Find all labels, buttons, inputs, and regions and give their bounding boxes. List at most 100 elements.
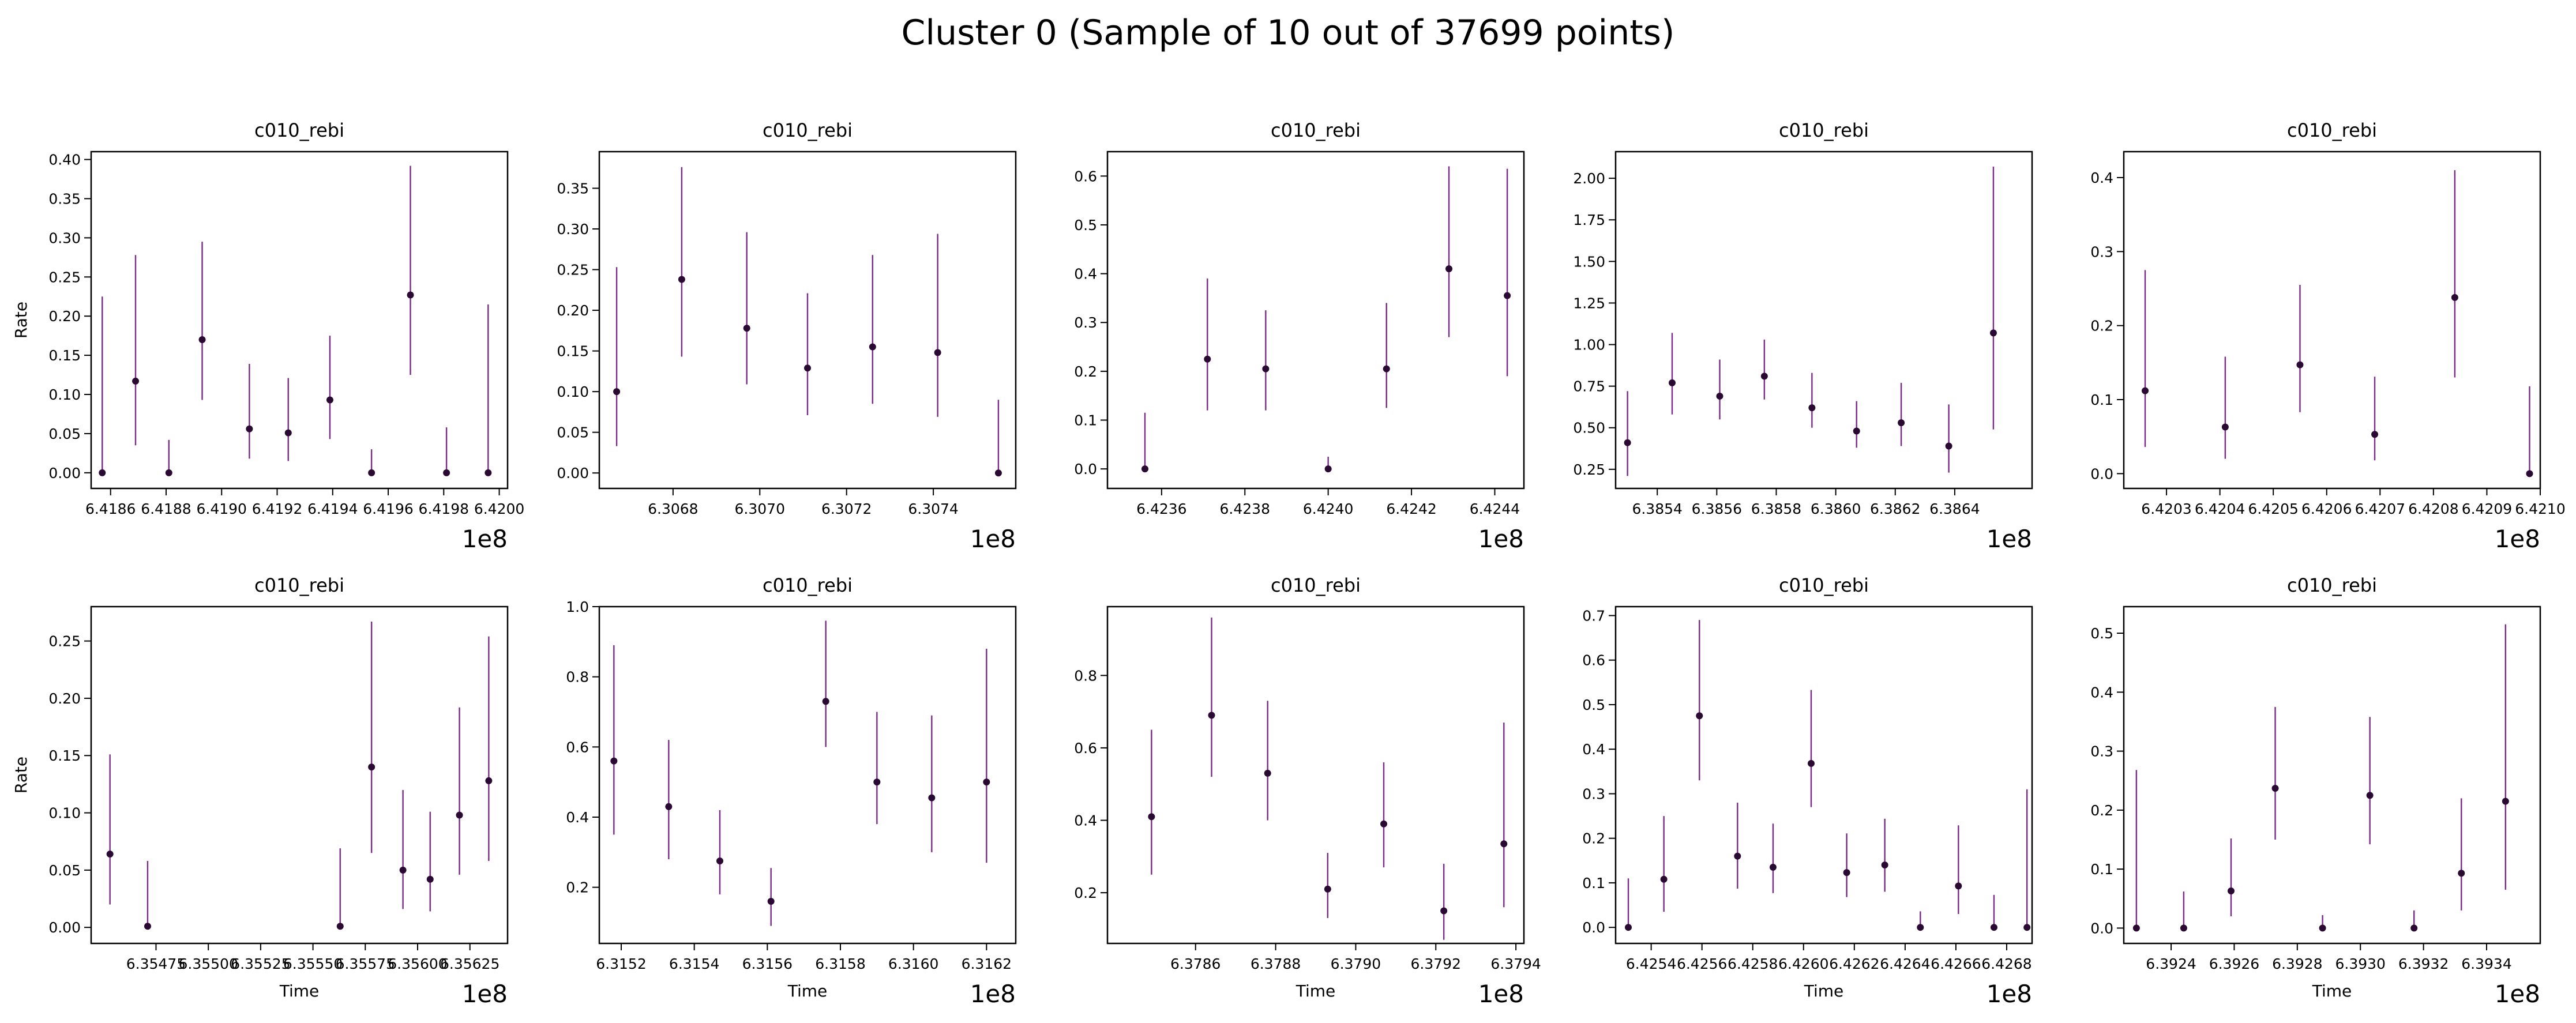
data-point — [1668, 379, 1676, 386]
plot-frame — [2123, 151, 2541, 490]
x-tick-label: 6.4262 — [1829, 956, 1879, 972]
y-tick-label: 0.2 — [566, 879, 589, 896]
x-axis-label: Time — [787, 981, 828, 1001]
y-tick-label: 0.4 — [1074, 266, 1097, 283]
x-tick-label: 6.35475 — [126, 956, 186, 972]
x-tick-label: 6.4206 — [2301, 501, 2352, 517]
y-tick-label: 0.30 — [48, 230, 81, 246]
x-tick-label: 6.3858 — [1751, 501, 1801, 517]
subplot-title: c010_rebi — [1271, 119, 1361, 141]
data-point — [99, 469, 106, 476]
x-tick-label: 6.35525 — [231, 956, 290, 972]
data-point — [743, 325, 750, 332]
y-tick-label: 0.05 — [48, 862, 81, 879]
subplot-6: c010_rebi 0.00 0.05 0.10 0.15 0.20 0.25 6.35475… — [12, 574, 509, 1008]
y-tick-label: 1.75 — [1573, 212, 1605, 228]
data-point — [1380, 820, 1388, 828]
plot-frame — [90, 605, 509, 945]
x-tick-label: 6.4210 — [2515, 501, 2565, 517]
x-tick-label: 6.4258 — [1728, 956, 1778, 972]
x-tick-label: 6.3792 — [1411, 956, 1461, 972]
x-tick-label: 6.35550 — [283, 956, 343, 972]
y-tick-label: 0.4 — [2090, 170, 2113, 186]
y-tick-label: 0.0 — [2090, 920, 2113, 937]
data-point — [869, 343, 876, 351]
x-tick-label: 6.4256 — [1677, 956, 1727, 972]
x-tick-label: 6.4208 — [2408, 501, 2458, 517]
x-tick-label: 6.3786 — [1170, 956, 1221, 972]
y-tick-label: 0.7 — [1582, 607, 1605, 624]
x-tick-label: 6.3790 — [1331, 956, 1381, 972]
subplot-title: c010_rebi — [1271, 574, 1361, 596]
data-point — [1262, 365, 1270, 373]
data-point — [326, 396, 333, 404]
data-point — [1440, 907, 1448, 915]
x-tick-label: 6.4266 — [1931, 956, 1981, 972]
y-tick-label: 0.1 — [2090, 392, 2113, 408]
data-point — [2023, 924, 2031, 931]
plot-frame — [1106, 151, 1525, 490]
x-offset-label: 1e8 — [970, 980, 1016, 1008]
y-tick-label: 0.1 — [2090, 861, 2113, 878]
x-tick-label: 6.35500 — [178, 956, 238, 972]
data-point — [804, 364, 811, 372]
x-axis-label: Time — [2312, 981, 2352, 1001]
data-point — [665, 803, 673, 810]
y-tick-label: 0.3 — [1074, 314, 1097, 331]
x-offset-label: 1e8 — [2495, 980, 2540, 1008]
x-tick-label: 6.3862 — [1870, 501, 1920, 517]
data-point — [610, 757, 618, 765]
figure-title: Cluster 0 (Sample of 10 out of 37699 poi… — [901, 13, 1675, 53]
y-tick-label: 0.2 — [2090, 318, 2113, 334]
data-point — [106, 851, 114, 858]
data-point — [1716, 392, 1723, 400]
data-point — [1624, 439, 1631, 446]
x-tick-label: 6.4200 — [474, 501, 524, 517]
y-tick-label: 0.0 — [1074, 461, 1097, 477]
data-point — [2142, 387, 2149, 394]
y-tick-label: 0.10 — [48, 805, 81, 822]
subplot-title: c010_rebi — [1779, 119, 1869, 141]
subplot-10: c010_rebi 0.0 0.1 0.2 0.3 0.4 0.5 6.3924 6.3926 6… — [2090, 574, 2541, 1008]
subplot-8: c010_rebi 0.2 0.4 0.6 0.8 6.3786 6.3788 6.3790 6… — [1074, 574, 1541, 1008]
subplot-title: c010_rebi — [2287, 119, 2377, 141]
x-tick-label: 6.4240 — [1303, 501, 1353, 517]
data-point — [2526, 470, 2533, 477]
data-point — [198, 336, 206, 343]
data-point — [1500, 840, 1508, 848]
x-tick-label: 6.4207 — [2355, 501, 2405, 517]
y-tick-label: 1.25 — [1573, 295, 1605, 311]
x-tick-label: 6.4244 — [1470, 501, 1520, 517]
data-point — [165, 469, 172, 476]
x-tick-label: 6.3856 — [1692, 501, 1742, 517]
y-tick-label: 0.4 — [1582, 741, 1605, 758]
y-tick-label: 0.6 — [1074, 168, 1097, 185]
x-tick-label: 6.4260 — [1778, 956, 1828, 972]
x-tick-label: 6.3794 — [1490, 956, 1541, 972]
y-tick-label: 0.0 — [1582, 919, 1605, 936]
data-point — [132, 377, 140, 385]
data-point — [1208, 712, 1215, 719]
y-tick-label: 0.1 — [1582, 875, 1605, 892]
data-point — [1696, 712, 1703, 720]
x-tick-label: 6.4186 — [85, 501, 136, 517]
data-point — [456, 811, 463, 819]
x-tick-label: 6.3072 — [821, 501, 872, 517]
x-tick-label: 6.4209 — [2462, 501, 2512, 517]
x-tick-label: 6.3788 — [1251, 956, 1301, 972]
y-tick-label: 0.35 — [557, 180, 589, 197]
y-tick-label: 0.3 — [2090, 743, 2113, 760]
data-point — [1204, 355, 1211, 363]
x-tick-label: 6.3932 — [2398, 956, 2449, 972]
x-tick-label: 6.4188 — [141, 501, 191, 517]
data-point — [994, 469, 1002, 477]
x-tick-label: 6.4242 — [1386, 501, 1436, 517]
y-tick-label: 0.0 — [2090, 465, 2113, 482]
y-tick-label: 0.6 — [1582, 652, 1605, 669]
y-tick-label: 0.25 — [557, 262, 589, 279]
data-point — [2180, 924, 2187, 932]
y-tick-label: 0.30 — [557, 221, 589, 238]
data-point — [485, 469, 492, 476]
y-tick-label: 0.35 — [48, 190, 81, 207]
